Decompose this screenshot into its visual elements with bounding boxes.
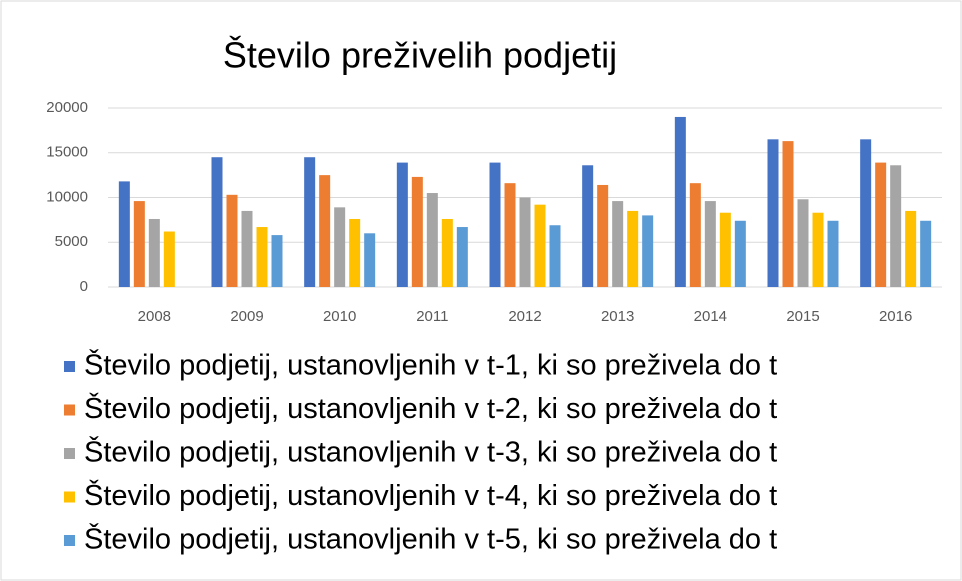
y-tick-label: 20000 bbox=[46, 99, 88, 116]
legend-swatch bbox=[64, 491, 75, 503]
bar bbox=[627, 210, 639, 287]
bar bbox=[133, 201, 145, 287]
bar bbox=[597, 184, 609, 287]
bar bbox=[782, 141, 794, 287]
legend-label: Število podjetij, ustanovljenih v t-5, k… bbox=[84, 522, 777, 556]
x-tick-label: 2009 bbox=[230, 308, 263, 325]
x-tick-label: 2011 bbox=[416, 308, 448, 325]
bar bbox=[642, 215, 654, 287]
legend-label: Število podjetij, ustanovljenih v t-4, k… bbox=[84, 478, 777, 512]
bar bbox=[226, 194, 238, 287]
bar bbox=[241, 210, 253, 287]
legend-swatch bbox=[64, 361, 75, 372]
legend-swatch bbox=[64, 404, 75, 416]
y-tick-label: 5000 bbox=[55, 233, 88, 250]
bar bbox=[256, 227, 268, 287]
bar bbox=[582, 165, 594, 287]
x-tick-label: 2008 bbox=[138, 308, 171, 325]
bar bbox=[489, 162, 501, 287]
bar bbox=[426, 193, 438, 287]
bar bbox=[704, 201, 716, 287]
x-tick-label: 2013 bbox=[601, 308, 634, 325]
bar bbox=[674, 116, 686, 287]
bar bbox=[364, 233, 376, 287]
x-tick-label: 2012 bbox=[508, 308, 541, 325]
bar bbox=[148, 218, 160, 287]
bar bbox=[304, 157, 316, 287]
legend-swatch bbox=[64, 448, 75, 459]
bar bbox=[719, 212, 731, 287]
bar bbox=[118, 181, 130, 287]
bar bbox=[519, 197, 531, 287]
legend-label: Število podjetij, ustanovljenih v t-3, k… bbox=[84, 435, 777, 469]
bar bbox=[441, 218, 453, 287]
bar bbox=[827, 220, 839, 287]
bar bbox=[797, 199, 809, 287]
bar bbox=[860, 139, 872, 287]
bar bbox=[334, 207, 346, 287]
bar bbox=[734, 220, 746, 287]
legend-label: Število podjetij, ustanovljenih v t-2, k… bbox=[84, 391, 777, 425]
legend-swatch bbox=[64, 535, 75, 546]
bar bbox=[349, 218, 361, 287]
bar bbox=[411, 176, 423, 287]
bar bbox=[875, 162, 887, 287]
chart-title: Število preživelih podjetij bbox=[223, 35, 617, 76]
x-tick-label: 2016 bbox=[879, 308, 912, 325]
bar bbox=[890, 165, 902, 287]
bar bbox=[319, 175, 331, 287]
bar bbox=[163, 231, 175, 287]
bar bbox=[767, 139, 779, 287]
bar bbox=[905, 210, 917, 287]
bar bbox=[812, 212, 824, 287]
bar bbox=[211, 157, 223, 287]
bar bbox=[534, 204, 546, 287]
y-tick-label: 15000 bbox=[46, 144, 88, 161]
bar bbox=[456, 227, 468, 287]
bar bbox=[504, 183, 516, 287]
bar bbox=[689, 183, 701, 287]
x-tick-label: 2015 bbox=[786, 308, 819, 325]
bar bbox=[920, 220, 932, 287]
bar bbox=[549, 225, 561, 287]
bar bbox=[612, 201, 624, 287]
bar bbox=[271, 235, 283, 287]
y-tick-label: 10000 bbox=[46, 188, 88, 205]
y-tick-label: 0 bbox=[80, 278, 88, 295]
x-tick-label: 2014 bbox=[694, 308, 727, 325]
legend-label: Število podjetij, ustanovljenih v t-1, k… bbox=[84, 348, 777, 382]
bar bbox=[396, 162, 408, 287]
x-tick-label: 2010 bbox=[323, 308, 356, 325]
